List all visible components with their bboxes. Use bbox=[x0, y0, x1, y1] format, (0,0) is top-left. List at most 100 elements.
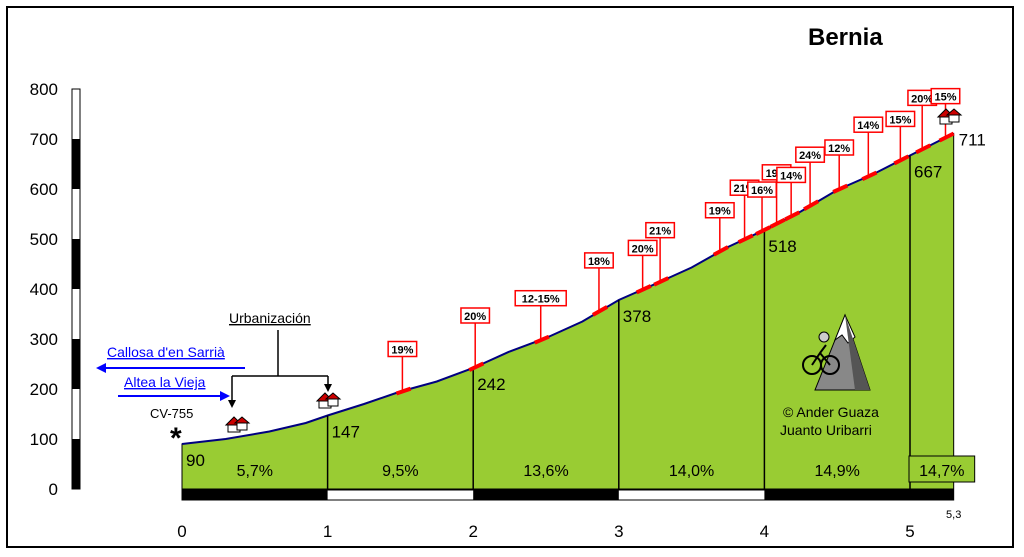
segment-gradient-label: 14,9% bbox=[815, 463, 860, 480]
x-tick-label: 5 bbox=[905, 522, 914, 541]
segment-gradient-label: 5,7% bbox=[237, 463, 273, 480]
y-axis-band bbox=[72, 439, 80, 489]
ramp-flag bbox=[704, 201, 735, 219]
ramp-mark bbox=[769, 217, 786, 229]
ramp-mark bbox=[653, 276, 670, 287]
ramp-mark bbox=[755, 225, 772, 236]
ramp-flag bbox=[853, 116, 884, 133]
ramp-grade-label: 15% bbox=[934, 92, 956, 104]
y-tick-label: 0 bbox=[49, 480, 58, 499]
credit-line-2: Juanto Uribarri bbox=[780, 422, 872, 438]
ramp-flag bbox=[930, 87, 961, 105]
ramp-grade-label: 20% bbox=[632, 243, 654, 255]
ramp-mark bbox=[861, 170, 878, 182]
road-altea-label[interactable]: Altea la Vieja bbox=[124, 374, 206, 390]
ramp-mark bbox=[893, 154, 910, 166]
ramp-grade-label: 14% bbox=[857, 120, 879, 132]
ramp-mark bbox=[533, 334, 550, 345]
house-icon bbox=[315, 392, 342, 409]
cyclist-mountain-icon bbox=[802, 313, 871, 391]
ramp-grade-label: 24% bbox=[799, 150, 821, 162]
km-bars bbox=[181, 489, 955, 501]
altitude-label: 90 bbox=[186, 451, 205, 470]
ramp-flag bbox=[776, 166, 807, 184]
segment-gradient-label: 14,0% bbox=[669, 463, 714, 480]
ramp-mark bbox=[803, 199, 820, 211]
ramp-mark bbox=[915, 143, 932, 155]
ramp-grade-label: 14% bbox=[780, 170, 802, 182]
ramp-mark bbox=[468, 361, 485, 372]
ramp-grade-label: 20% bbox=[464, 311, 486, 323]
y-tick-label: 200 bbox=[30, 380, 58, 399]
road-callosa[interactable]: Callosa d'en Sarrià bbox=[96, 344, 245, 373]
x-tick-label: 1 bbox=[323, 522, 332, 541]
ramp-flag bbox=[460, 307, 491, 324]
y-tick-label: 700 bbox=[30, 130, 58, 149]
x-end-label: 5,3 bbox=[946, 509, 961, 521]
ramp-grade-label: 15% bbox=[889, 114, 911, 126]
x-axis: 0 1 2 3 4 5 5,3 bbox=[177, 509, 961, 541]
ramp-flag bbox=[514, 289, 567, 307]
y-axis-band bbox=[72, 339, 80, 389]
y-tick-label: 600 bbox=[30, 180, 58, 199]
elevation-profile: 5,7% 9,5% 13,6% 14,0% 14,9% 14,7% bbox=[181, 132, 976, 490]
start-road-label: CV-755 bbox=[150, 406, 193, 421]
altitude-label: 711 bbox=[959, 131, 986, 150]
altitude-label: 378 bbox=[623, 307, 651, 326]
ramp-mark bbox=[938, 131, 955, 143]
start-mark: * bbox=[170, 422, 182, 455]
ramp-grade-label: 12% bbox=[828, 143, 850, 155]
profile-line bbox=[181, 132, 955, 445]
y-tick-label: 500 bbox=[30, 230, 58, 249]
altitude-label: 147 bbox=[332, 423, 360, 442]
x-tick-label: 3 bbox=[614, 522, 623, 541]
ramp-flag bbox=[645, 221, 676, 239]
ramp-flag bbox=[824, 139, 855, 156]
y-tick-label: 100 bbox=[30, 430, 58, 449]
y-axis-band bbox=[72, 139, 80, 189]
baseline-band bbox=[473, 490, 619, 500]
segment-gradient-label: 13,6% bbox=[523, 463, 568, 480]
chart-title: Bernia bbox=[808, 24, 883, 51]
segment-gradient-label: 14,7% bbox=[919, 463, 964, 480]
ramp-mark bbox=[395, 386, 412, 396]
ramp-mark bbox=[832, 183, 849, 194]
y-tick-label: 300 bbox=[30, 330, 58, 349]
y-tick-label: 800 bbox=[30, 80, 58, 99]
ramp-flag bbox=[387, 340, 418, 358]
ramp-flag bbox=[885, 110, 916, 128]
house-icon bbox=[936, 108, 963, 125]
ramp-mark bbox=[591, 305, 609, 317]
credit-line-1: © Ander Guaza bbox=[783, 404, 879, 420]
urbanizacion-label: Urbanización bbox=[229, 310, 311, 326]
ramp-grade-label: 16% bbox=[751, 185, 773, 197]
altitude-label: 667 bbox=[914, 163, 942, 182]
house-icon bbox=[224, 416, 251, 433]
ramp-grade-label: 21% bbox=[649, 226, 671, 238]
ramp-grade-label: 18% bbox=[588, 256, 610, 268]
ramp-grade-label: 19% bbox=[391, 345, 413, 357]
y-axis-band bbox=[72, 239, 80, 289]
ramp-mark bbox=[784, 210, 801, 222]
ramp-flag bbox=[627, 239, 658, 257]
altitude-label: 518 bbox=[768, 237, 796, 256]
ramp-mark bbox=[712, 245, 729, 257]
ramp-grade-label: 20% bbox=[911, 93, 933, 105]
urbanizacion-annotation: Urbanización bbox=[228, 310, 332, 408]
x-tick-label: 4 bbox=[760, 522, 769, 541]
road-altea[interactable]: Altea la Vieja bbox=[118, 374, 230, 401]
baseline-band bbox=[182, 490, 328, 500]
ramp-grade-label: 12-15% bbox=[522, 294, 560, 306]
ramp-grade-label: 19% bbox=[709, 206, 731, 218]
last-segment-box bbox=[908, 455, 976, 483]
ramp-flag bbox=[583, 252, 614, 269]
ramp-mark bbox=[737, 233, 754, 245]
baseline-band bbox=[764, 490, 910, 500]
profile-labels: 90 147 242 378 518 667 711 bbox=[186, 131, 986, 471]
steep-ramps: 19%20%12-15%18%20%21%19%21%16%19%14%24%1… bbox=[387, 87, 961, 396]
road-callosa-label[interactable]: Callosa d'en Sarrià bbox=[107, 344, 225, 360]
x-tick-label: 2 bbox=[468, 522, 477, 541]
altitude-label: 242 bbox=[477, 375, 505, 394]
y-tick-label: 400 bbox=[30, 280, 58, 299]
